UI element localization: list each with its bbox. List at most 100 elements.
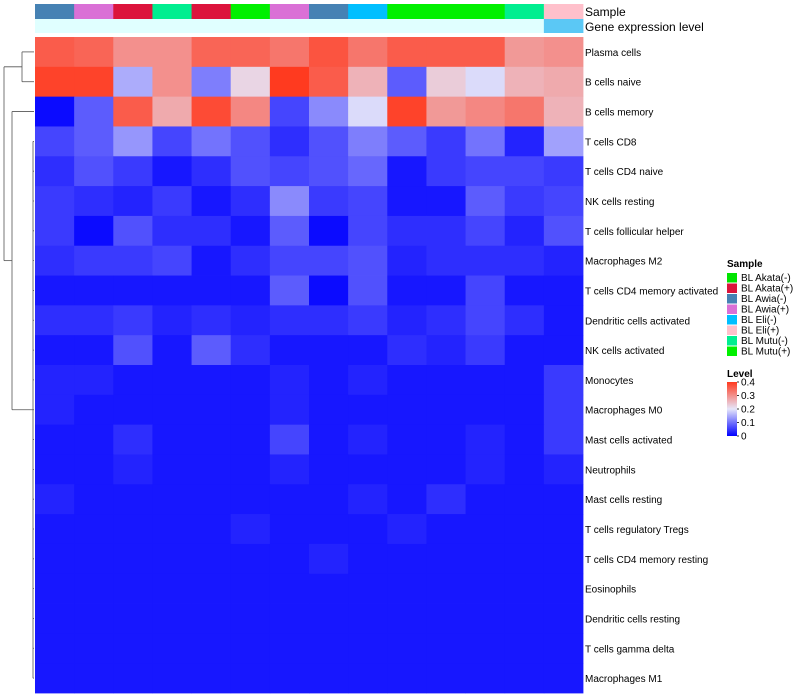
expression-annotation-cell [113, 19, 153, 33]
heatmap-cell [465, 543, 506, 575]
heatmap-cell [426, 186, 466, 217]
heatmap-cell [426, 603, 466, 634]
row-labels: Plasma cells B cells naive B cells memory T… [585, 48, 718, 685]
sample-annotation-cell [543, 4, 584, 19]
heatmap-cell [465, 603, 506, 634]
heatmap-cell [113, 633, 153, 664]
heatmap-cell [426, 37, 466, 68]
heatmap-cell [113, 394, 153, 426]
level-tick-label: 0 [741, 432, 747, 443]
sample-annotation-cell [426, 4, 466, 19]
heatmap-cell [504, 514, 545, 545]
heatmap-cell [543, 96, 584, 127]
heatmap-cell [387, 484, 427, 515]
heatmap-cell [543, 454, 584, 485]
sample-legend-swatch [727, 283, 737, 293]
sample-annotation-cell [504, 4, 545, 19]
heatmap-cell [543, 335, 584, 366]
heatmap-cell [387, 365, 427, 396]
heatmap-cell [465, 454, 506, 485]
heatmap-cell [348, 663, 388, 694]
heatmap-cell [230, 365, 271, 396]
heatmap-cell [113, 663, 153, 694]
heatmap-cell [74, 543, 114, 575]
heatmap-cell [113, 335, 153, 366]
heatmap-cell [269, 424, 310, 455]
heatmap-cell [113, 543, 153, 575]
heatmap-cell [309, 335, 349, 366]
heatmap-cell [348, 215, 388, 247]
row-label: T cells follicular helper [585, 227, 684, 238]
heatmap-cell [230, 573, 271, 604]
heatmap-cell [309, 275, 349, 306]
sample-legend-label: BL Mutu(+) [741, 347, 790, 358]
heatmap-cell [74, 394, 114, 426]
heatmap-cell [504, 96, 545, 127]
heatmap-cell [504, 663, 545, 694]
heatmap-cell [191, 66, 232, 98]
heatmap-cell [309, 126, 349, 157]
heatmap-cell [543, 66, 584, 98]
heatmap-cell [152, 37, 192, 68]
heatmap-cell [465, 573, 506, 604]
heatmap-cell [387, 424, 427, 455]
heatmap-cell [230, 126, 271, 157]
heatmap-cell [543, 156, 584, 187]
heatmap-cell [113, 305, 153, 336]
heatmap-cell [387, 633, 427, 664]
heatmap-cell [543, 663, 584, 694]
expression-annotation-cell [504, 19, 545, 33]
heatmap-cell [309, 156, 349, 187]
expression-annotation-cell [191, 19, 232, 33]
heatmap-cell [35, 365, 75, 396]
heatmap-cell [543, 424, 584, 455]
heatmap-cell [35, 156, 75, 187]
sample-annotation-cell [465, 4, 506, 19]
heatmap-cell [387, 394, 427, 426]
heatmap-cell [269, 186, 310, 217]
heatmap-cell [35, 514, 75, 545]
sample-legend: Sample BL Akata(-)BL Akata(+)BL Awia(-)B… [727, 259, 793, 358]
heatmap-cell [74, 126, 114, 157]
heatmap-cell [191, 245, 232, 276]
heatmap-cell [74, 37, 114, 68]
expression-annotation-cell [543, 19, 584, 33]
heatmap-cell [152, 424, 192, 455]
heatmap-cell [230, 335, 271, 366]
row-label: Dendritic cells resting [585, 615, 680, 626]
heatmap-cell [543, 305, 584, 336]
heatmap-cell [152, 156, 192, 187]
heatmap-cell [387, 96, 427, 127]
heatmap-cell [230, 454, 271, 485]
heatmap-cell [35, 305, 75, 336]
heatmap-cell [152, 126, 192, 157]
level-legend-title: Level [727, 369, 753, 380]
heatmap-cell [348, 156, 388, 187]
row-label: T cells CD8 [585, 137, 637, 148]
heatmap-cell [191, 126, 232, 157]
heatmap-cell [269, 484, 310, 515]
sample-annotation-cell [309, 4, 349, 19]
heatmap-cell [269, 514, 310, 545]
heatmap-cell [348, 424, 388, 455]
heatmap-cell [230, 275, 271, 306]
track-label-sample: Sample [585, 5, 626, 19]
heatmap-cell [113, 365, 153, 396]
heatmap-cell [152, 66, 192, 98]
heatmap-cell [543, 633, 584, 664]
heatmap-cell [35, 96, 75, 127]
heatmap-cell [309, 633, 349, 664]
heatmap-cell [504, 573, 545, 604]
heatmap-cell [426, 126, 466, 157]
heatmap-cell [426, 305, 466, 336]
heatmap-cell [152, 543, 192, 575]
heatmap-cell [269, 663, 310, 694]
heatmap-cell [74, 484, 114, 515]
expression-annotation-cell [465, 19, 506, 33]
heatmap-cell [113, 275, 153, 306]
row-label: Eosinophils [585, 585, 636, 596]
heatmap-cell [309, 305, 349, 336]
heatmap-cell [191, 365, 232, 396]
heatmap-cell [269, 37, 310, 68]
